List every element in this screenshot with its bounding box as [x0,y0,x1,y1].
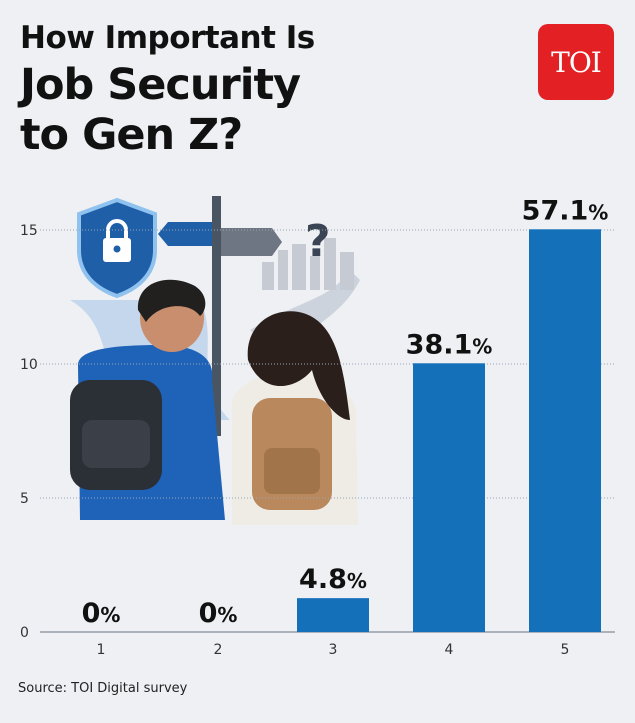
bars [297,229,601,632]
y-tick-label: 10 [20,357,38,373]
x-tick-label: 2 [214,642,223,658]
data-labels: 0% 0% 4.8% 38.1% 57.1% [82,195,609,629]
y-tick-label: 15 [20,223,38,239]
x-tick-label: 1 [97,642,106,658]
data-label: 38.1% [406,329,493,360]
signpost [158,196,282,436]
bar [529,229,601,632]
bar [413,363,485,632]
title-line-1: How Important Is [20,20,315,56]
y-tick-label: 0 [20,625,29,641]
x-tick-label: 5 [561,642,570,658]
student-boy [70,279,225,520]
data-label: 4.8% [299,564,367,595]
data-label: 0% [82,598,121,629]
data-label: 0% [199,598,238,629]
x-tick-label: 3 [329,642,338,658]
question-mark-icon: ? [305,216,331,267]
bar [297,598,369,632]
illustration: ? [70,196,360,525]
x-tick-label: 4 [445,642,454,658]
source-note: Source: TOI Digital survey [18,681,188,696]
toi-logo: TOI [538,24,614,100]
shield-lock-icon [77,197,157,299]
data-label: 57.1% [522,195,609,226]
y-tick-label: 5 [20,491,29,507]
x-axis: 1 2 3 4 5 [97,642,570,658]
y-axis: 0 5 10 15 [20,223,38,641]
student-girl [232,311,358,525]
city-skyline [262,238,354,290]
title-line-3: to Gen Z? [20,110,243,160]
title-line-2: Job Security [20,60,301,110]
